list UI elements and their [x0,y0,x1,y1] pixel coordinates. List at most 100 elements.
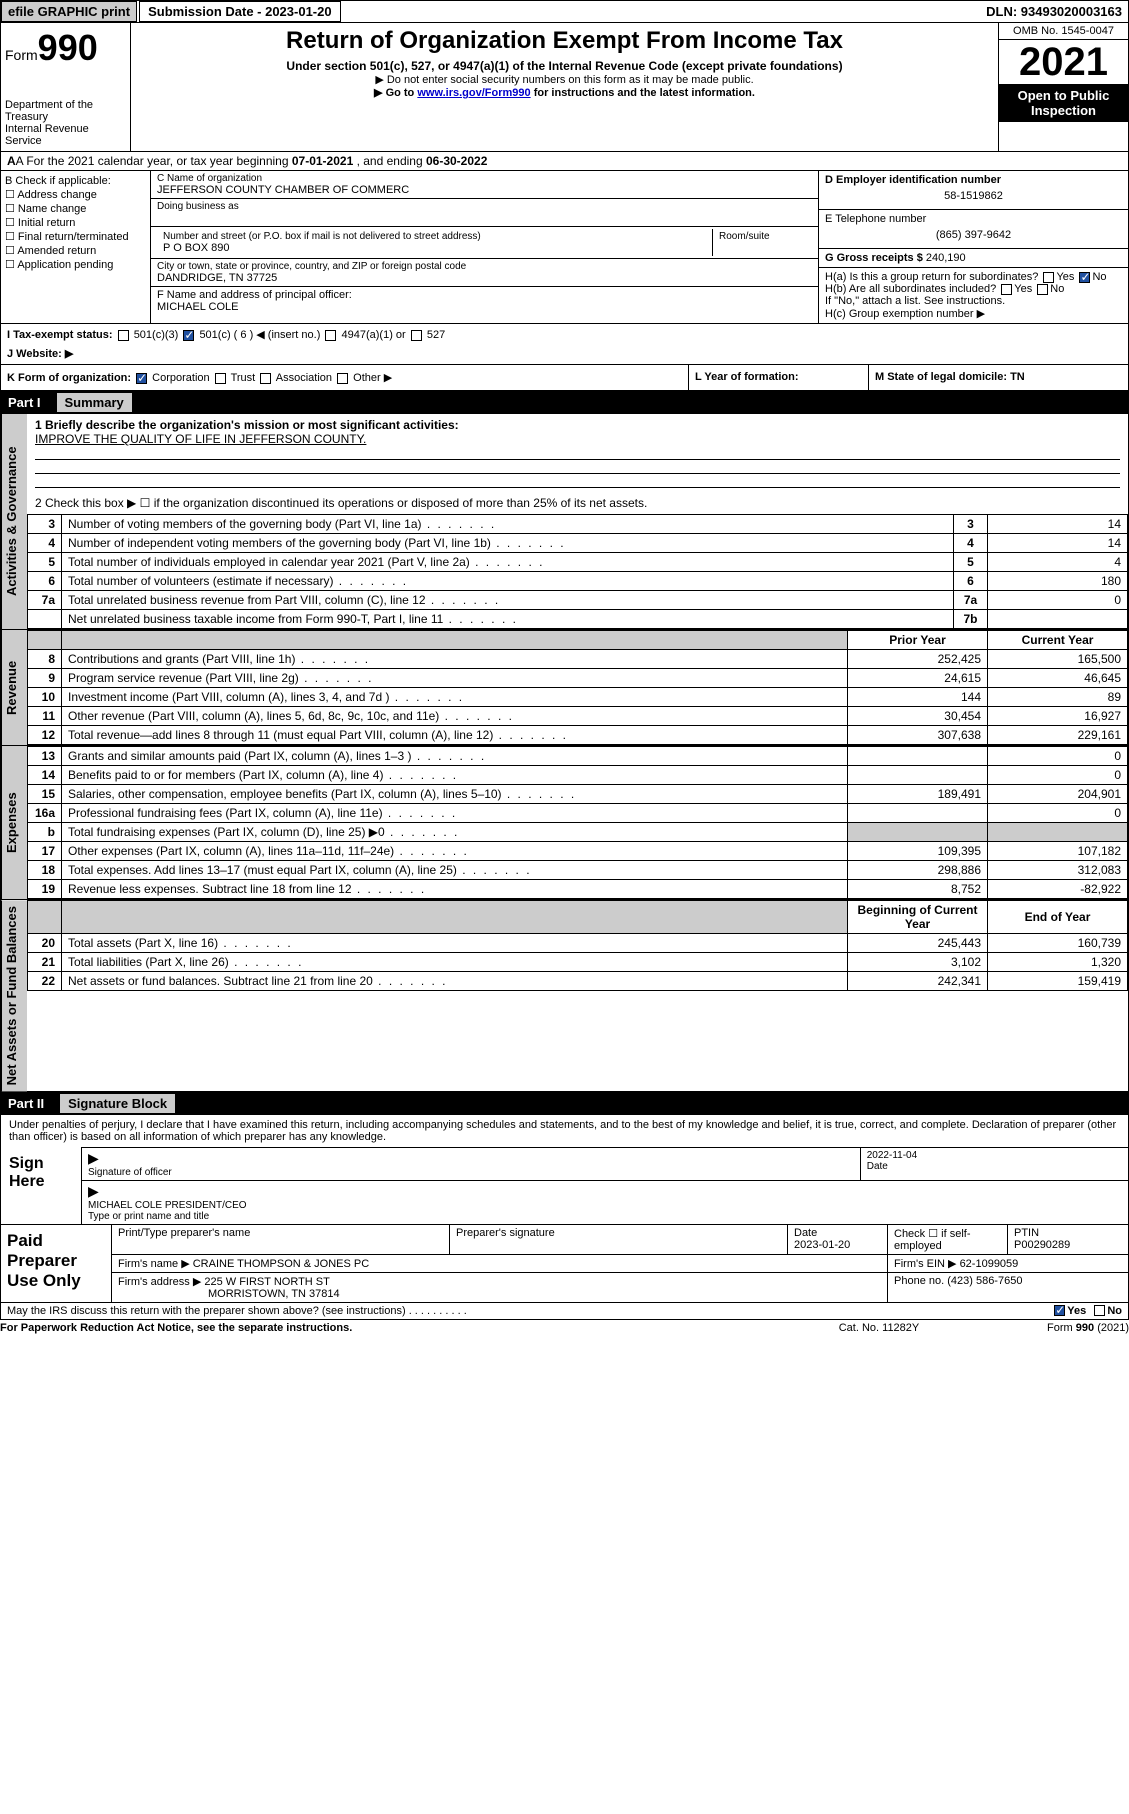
chk-other[interactable] [337,373,348,384]
part1-header: Part I Summary [0,391,1129,414]
addr-label: Number and street (or P.O. box if mail i… [163,231,706,242]
sig-officer-label: Signature of officer [88,1167,172,1178]
officer-name-title: MICHAEL COLE PRESIDENT/CEO [88,1200,247,1211]
hb-yes[interactable] [1001,284,1012,295]
prep-name-label: Print/Type preparer's name [112,1225,450,1254]
declaration-text: Under penalties of perjury, I declare th… [1,1115,1128,1147]
room-label: Room/suite [719,231,806,242]
irs-label: Internal Revenue Service [5,123,126,147]
chk-final-return[interactable]: ☐ Final return/terminated [5,230,146,243]
q2-label: 2 Check this box ▶ ☐ if the organization… [35,496,1120,510]
dept-label: Department of the Treasury [5,99,126,123]
org-name: JEFFERSON COUNTY CHAMBER OF COMMERC [157,184,812,196]
mission-text: IMPROVE THE QUALITY OF LIFE IN JEFFERSON… [35,432,1120,446]
note-goto-post: for instructions and the latest informat… [531,87,755,99]
row-a-tax-year: AA For the 2021 calendar year, or tax ye… [0,152,1129,171]
chk-501c[interactable] [183,330,194,341]
form-number: 990 [38,27,98,68]
revenue-table: Prior YearCurrent Year8Contributions and… [27,630,1128,745]
cat-no: Cat. No. 11282Y [779,1322,979,1334]
hc-label: H(c) Group exemption number ▶ [825,307,1122,320]
officer-name: MICHAEL COLE [157,301,812,313]
chk-501c3[interactable] [118,330,129,341]
part2-header: Part II Signature Block [0,1092,1129,1115]
chk-corp[interactable] [136,373,147,384]
prep-date: 2023-01-20 [794,1239,850,1251]
chk-app-pending[interactable]: ☐ Application pending [5,258,146,271]
ptin-label: PTIN [1014,1227,1039,1239]
efile-button[interactable]: efile GRAPHIC print [1,1,137,22]
col-b-title: B Check if applicable: [5,175,146,187]
dba-label: Doing business as [157,201,812,212]
sign-here-label: Sign Here [1,1147,81,1224]
chk-527[interactable] [411,330,422,341]
form-header: Form990 Department of the Treasury Inter… [0,23,1129,152]
col-b-checkboxes: B Check if applicable: ☐ Address change … [1,171,151,323]
year-formation: L Year of formation: [695,371,799,383]
hc-note: If "No," attach a list. See instructions… [825,295,1122,307]
gross-label: G Gross receipts $ [825,252,926,264]
chk-amended[interactable]: ☐ Amended return [5,244,146,257]
ha-label: H(a) Is this a group return for subordin… [825,271,1038,283]
tax-status-label: I Tax-exempt status: [7,329,113,341]
top-bar: efile GRAPHIC print Submission Date - 20… [0,0,1129,23]
dln-label: DLN: 93493020003163 [980,2,1128,21]
firm-name-label: Firm's name ▶ [118,1258,193,1270]
hb-label: H(b) Are all subordinates included? [825,283,996,295]
chk-4947[interactable] [325,330,336,341]
name-title-label: Type or print name and title [88,1211,209,1222]
chk-initial-return[interactable]: ☐ Initial return [5,216,146,229]
firm-phone: (423) 586-7650 [947,1275,1022,1287]
firm-city: MORRISTOWN, TN 37814 [118,1288,340,1300]
chk-assoc[interactable] [260,373,271,384]
prep-date-label: Date [794,1227,817,1239]
phone-value: (865) 397-9642 [825,225,1122,245]
form-prefix: Form [5,47,38,63]
form-title: Return of Organization Exempt From Incom… [141,27,988,55]
city-label: City or town, state or province, country… [157,261,812,272]
form-subtitle: Under section 501(c), 527, or 4947(a)(1)… [141,59,988,73]
header-grid: B Check if applicable: ☐ Address change … [0,171,1129,324]
submission-date: Submission Date - 2023-01-20 [139,1,341,22]
chk-trust[interactable] [215,373,226,384]
ein-label: D Employer identification number [825,174,1122,186]
chk-address-change[interactable]: ☐ Address change [5,188,146,201]
firm-ein: 62-1099059 [960,1258,1019,1270]
note-goto-pre: ▶ Go to [374,87,417,99]
firm-addr-label: Firm's address ▶ [118,1276,204,1288]
expenses-table: 13Grants and similar amounts paid (Part … [27,746,1128,899]
phone-label: E Telephone number [825,213,1122,225]
discuss-yes[interactable] [1054,1305,1065,1316]
ein-value: 58-1519862 [825,186,1122,206]
open-public-badge: Open to Public Inspection [999,84,1128,122]
note-ssn: ▶ Do not enter social security numbers o… [141,73,988,86]
irs-link[interactable]: www.irs.gov/Form990 [417,87,530,99]
form-org-label: K Form of organization: [7,372,131,384]
state-domicile: M State of legal domicile: TN [875,371,1025,383]
ptin-value: P00290289 [1014,1239,1070,1251]
tax-year: 2021 [999,40,1128,84]
row-a-mid: , and ending [353,154,426,168]
sig-date-value: 2022-11-04 [867,1150,917,1161]
website-label: J Website: ▶ [7,348,73,360]
pra-notice: For Paperwork Reduction Act Notice, see … [0,1322,779,1334]
street-address: P O BOX 890 [163,242,706,254]
self-employed-check[interactable]: Check ☐ if self-employed [888,1225,1008,1254]
firm-ein-label: Firm's EIN ▶ [894,1258,960,1270]
side-expenses: Expenses [1,746,27,899]
q1-label: 1 Briefly describe the organization's mi… [35,418,459,432]
row-a-label: A For the 2021 calendar year, or tax yea… [16,154,292,168]
discuss-no[interactable] [1094,1305,1105,1316]
omb-number: OMB No. 1545-0047 [999,23,1128,40]
side-revenue: Revenue [1,630,27,745]
gross-value: 240,190 [926,252,966,264]
ha-no[interactable] [1079,272,1090,283]
discuss-label: May the IRS discuss this return with the… [7,1305,1052,1317]
hb-no[interactable] [1037,284,1048,295]
paid-prep-label: Paid Preparer Use Only [1,1225,111,1302]
firm-phone-label: Phone no. [894,1275,947,1287]
governance-table: 3Number of voting members of the governi… [27,514,1128,629]
org-name-label: C Name of organization [157,173,812,184]
ha-yes[interactable] [1043,272,1054,283]
chk-name-change[interactable]: ☐ Name change [5,202,146,215]
